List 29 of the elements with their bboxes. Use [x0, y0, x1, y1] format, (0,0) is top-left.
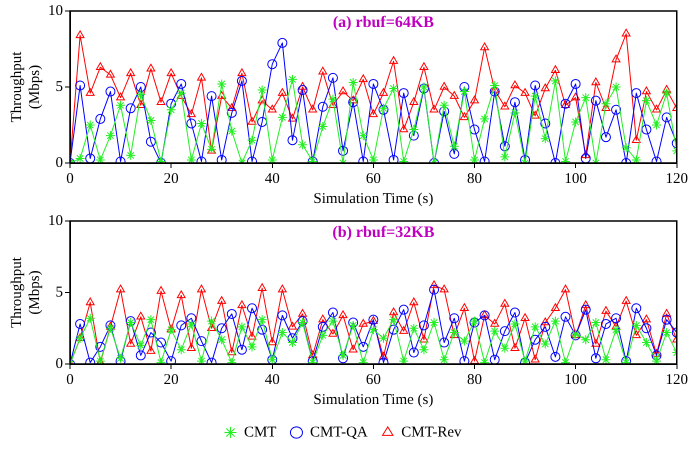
x-tick-label: 60 [366, 170, 381, 187]
chart-title: (b) rbuf=32KB [332, 224, 435, 242]
x-tick-label: 60 [366, 372, 381, 388]
x-axis-title: Simulation Time (s) [313, 392, 434, 408]
y-tick-label: 0 [56, 154, 63, 171]
x-tick-label: 120 [666, 170, 688, 187]
x-tick-label: 40 [264, 170, 280, 187]
y-axis-title: Throughput (Mbps) [8, 256, 43, 328]
x-tick-label: 120 [666, 372, 688, 388]
y-axis-title: Throughput (Mbps) [8, 50, 43, 122]
x-axis-title: Simulation Time (s) [313, 190, 434, 207]
legend-label: CMT [244, 424, 276, 440]
legend-label: CMT-Rev [401, 424, 462, 440]
y-tick-label: 10 [48, 212, 63, 229]
x-tick-label: 100 [564, 372, 587, 388]
x-tick-label: 20 [164, 372, 179, 388]
y-tick-label: 10 [48, 2, 63, 19]
x-tick-label: 80 [467, 372, 482, 388]
x-tick-label: 0 [66, 170, 74, 187]
x-tick-label: 40 [264, 372, 280, 388]
x-tick-label: 100 [564, 170, 587, 187]
x-tick-label: 80 [467, 170, 482, 187]
legend-label: CMT-QA [310, 424, 368, 440]
y-tick-label: 5 [56, 78, 63, 95]
x-tick-label: 20 [164, 170, 179, 187]
y-tick-label: 0 [56, 356, 63, 372]
chart-title: (a) rbuf=64KB [332, 14, 434, 32]
x-tick-label: 0 [66, 372, 74, 388]
y-tick-label: 5 [56, 284, 63, 300]
